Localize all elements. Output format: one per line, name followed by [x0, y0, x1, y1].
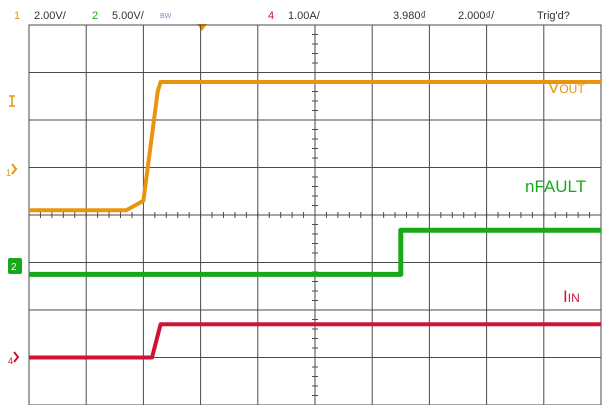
header-bar: 1 2.00V/ 2 5.00V/ BW 4 1.00A/ 3.980₫ 2.0…: [14, 10, 570, 31]
ch2-scale: 5.00V/: [112, 10, 145, 22]
graticule: [28, 24, 602, 405]
bw-indicator: BW: [160, 13, 172, 20]
svg-text:1: 1: [6, 168, 11, 178]
ch2-number: 2: [92, 10, 98, 22]
vout-trace: [29, 80, 601, 213]
svg-text:2: 2: [11, 262, 17, 273]
series-labels: VOUT nFAULT IIN: [525, 78, 586, 306]
trigger-position-icon: [197, 24, 207, 31]
channel-markers: 1 2 4: [6, 95, 22, 366]
ch1-ground-marker: 1: [6, 163, 18, 178]
time-offset: 3.980₫: [393, 10, 426, 22]
trigger-status: Trig'd?: [537, 10, 570, 22]
ch1-number: 1: [14, 10, 20, 22]
ch2-ground-marker: 2: [8, 258, 22, 274]
ch4-number: 4: [268, 10, 274, 22]
ch4-ground-marker: 4: [8, 351, 20, 366]
nfault-trace: [29, 227, 601, 277]
ch1-trigger-level-marker: [9, 95, 15, 107]
nfault-label: nFAULT: [525, 177, 586, 196]
ch4-scale: 1.00A/: [288, 10, 321, 22]
ch1-scale: 2.00V/: [34, 10, 67, 22]
svg-text:4: 4: [8, 356, 13, 366]
vout-label: VOUT: [548, 78, 585, 97]
iin-trace: [29, 322, 601, 360]
timebase: 2.000₫/: [458, 10, 495, 22]
iin-label: IIN: [563, 287, 580, 306]
traces: [29, 80, 601, 360]
